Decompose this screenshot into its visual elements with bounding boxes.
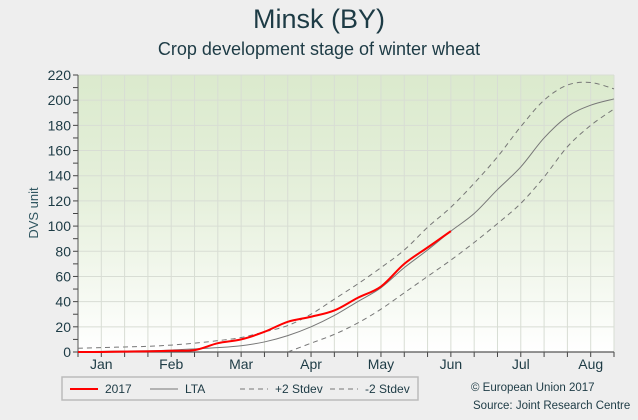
y-tick-label: 140 <box>48 168 72 184</box>
series-line--2-stdev <box>287 108 615 353</box>
x-tick-label: Jul <box>512 356 530 372</box>
y-axis-label: DVS unit <box>26 187 41 239</box>
x-tick-label: Feb <box>159 356 183 372</box>
x-tick-label: Mar <box>229 356 253 372</box>
legend-label: +2 Stdev <box>275 382 323 396</box>
y-tick-label: 60 <box>55 268 71 284</box>
series-line--2-stdev <box>77 81 615 349</box>
chart-title: Minsk (BY) <box>252 4 385 34</box>
y-tick-label: 80 <box>55 243 71 259</box>
series-line-2017 <box>77 230 452 354</box>
legend: 2017 LTA +2 Stdev -2 Stdev <box>61 376 419 401</box>
y-tick-label: 100 <box>48 218 72 234</box>
legend-label: -2 Stdev <box>365 382 410 396</box>
chart-subtitle: Crop development stage of winter wheat <box>157 39 481 59</box>
y-tick-label: 20 <box>55 319 71 335</box>
y-tick-label: 160 <box>48 143 72 159</box>
credit-source: Source: Joint Research Centre <box>473 400 631 412</box>
y-tick-label: 0 <box>63 344 71 360</box>
y-tick-label: 40 <box>55 294 71 310</box>
plot-area <box>78 75 614 352</box>
legend-label: 2017 <box>105 382 132 396</box>
x-tick-label: May <box>368 356 394 372</box>
y-tick-label: 120 <box>48 193 72 209</box>
x-tick-label: Jun <box>440 356 463 372</box>
credit-copyright: © European Union 2017 <box>471 382 595 394</box>
x-tick-label: Jan <box>90 356 113 372</box>
y-tick-label: 220 <box>48 67 72 83</box>
y-tick-label: 180 <box>48 117 72 133</box>
x-tick-label: Aug <box>578 356 603 372</box>
y-tick-label: 200 <box>48 92 72 108</box>
x-tick-label: Apr <box>300 356 322 372</box>
legend-label: LTA <box>185 382 205 396</box>
